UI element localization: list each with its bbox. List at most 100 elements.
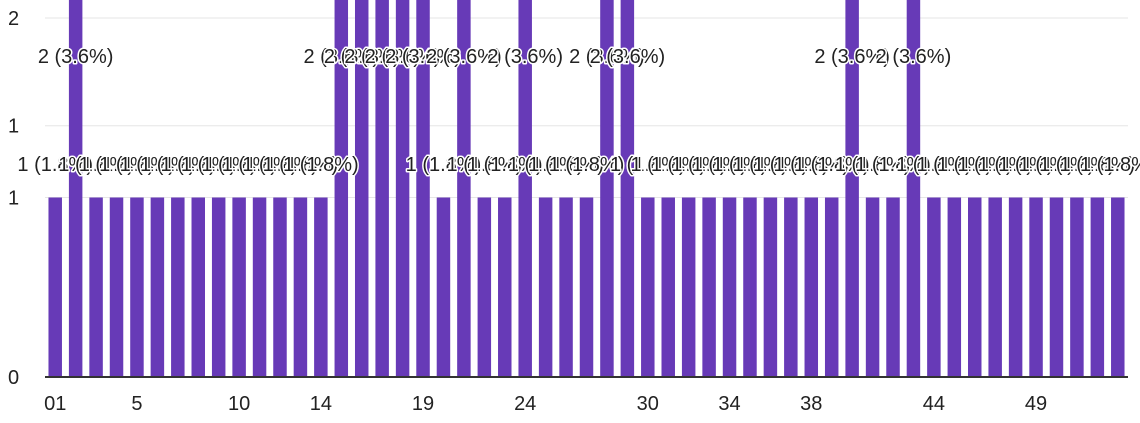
bar: [191, 197, 205, 377]
bar: [538, 197, 553, 377]
x-tick-label: 14: [310, 393, 332, 415]
bar: [436, 197, 451, 377]
bar: [171, 197, 185, 377]
data-label: 1 (1.8%): [937, 154, 1013, 176]
bar: [48, 197, 62, 377]
data-label: 1 (1.8%): [712, 154, 788, 176]
bar: [1111, 197, 1125, 377]
data-label: 2 (3.6%): [303, 46, 379, 68]
bar: [763, 197, 778, 377]
bar: [927, 197, 941, 377]
data-label: 1 (1.8%): [58, 154, 134, 176]
bar: [620, 0, 635, 377]
data-label: 1 (1.8%): [467, 154, 543, 176]
data-label: 1 (1.8%): [671, 154, 747, 176]
data-label: 1 (1.8%): [855, 154, 931, 176]
x-tick-label: 5: [131, 393, 142, 415]
data-label: 2 (3.6%): [569, 46, 645, 68]
data-label: 1 (1.8%): [610, 154, 686, 176]
y-tick-label: 1: [8, 116, 19, 138]
data-label: 2 (3.6%): [344, 46, 420, 68]
y-tick-label: 1: [8, 188, 19, 210]
bar: [211, 197, 226, 377]
bar: [559, 197, 573, 377]
data-label: 1 (1.8%): [733, 154, 809, 176]
bar: [845, 0, 859, 377]
data-label: 1 (1.8%): [835, 154, 911, 176]
bar: [109, 197, 124, 377]
y-tick-label: 0: [8, 367, 19, 389]
x-tick-label: 30: [637, 393, 659, 415]
bar: [947, 197, 962, 377]
data-label: 1 (1.8%): [753, 154, 829, 176]
bar: [293, 197, 308, 377]
bar: [722, 197, 737, 377]
data-label: 1 (1.8%): [917, 154, 993, 176]
bar: [702, 197, 716, 377]
bar: [661, 197, 675, 377]
bar: [681, 197, 696, 377]
bar: [579, 197, 594, 377]
data-label: 1 (1.8%): [528, 154, 604, 176]
data-label: 1 (1.8%): [978, 154, 1054, 176]
data-label: 1 (1.8%): [1060, 154, 1136, 176]
data-label: 1 (1.8%): [651, 154, 727, 176]
data-label: 2 (3.6%): [385, 46, 461, 68]
data-label: 2 (3.6%): [814, 46, 890, 68]
bar: [784, 197, 798, 377]
x-tick-label: 01: [44, 393, 66, 415]
bar: [1008, 197, 1023, 377]
bar: [150, 197, 165, 377]
bar: [865, 197, 880, 377]
data-label: 1 (1.8%): [201, 154, 277, 176]
data-label: 1 (1.8%): [263, 154, 339, 176]
data-label: 1 (1.8%): [692, 154, 768, 176]
x-tick-label: 38: [800, 393, 822, 415]
data-label: 2 (3.6%): [487, 46, 563, 68]
bar: [968, 197, 982, 377]
data-label: 1 (1.8%): [630, 154, 706, 176]
y-tick-label: 2: [8, 8, 19, 30]
bar: [498, 197, 512, 377]
data-label: 1 (1.8%): [242, 154, 318, 176]
bar: [314, 197, 328, 377]
data-label: 1 (1.8%): [957, 154, 1033, 176]
data-label: 1 (1.8%): [406, 154, 482, 176]
data-label: 1 (1.8%): [140, 154, 216, 176]
bar: [273, 197, 287, 377]
data-label: 1 (1.8%): [222, 154, 298, 176]
bar: [232, 197, 246, 377]
bar: [68, 0, 83, 377]
bar: [1070, 197, 1084, 377]
x-tick-label: 49: [1025, 393, 1047, 415]
data-label: 2 (3.6%): [876, 46, 952, 68]
data-label: 1 (1.8%): [998, 154, 1074, 176]
bar: [457, 0, 471, 377]
data-label: 1 (1.8%): [794, 154, 870, 176]
data-label: 1 (1.8%): [283, 154, 359, 176]
data-label: 2 (3.6%): [426, 46, 502, 68]
data-label: 1 (1.8%): [160, 154, 236, 176]
data-label: 1 (1.8%): [896, 154, 972, 176]
data-label: 1 (1.8%): [549, 154, 625, 176]
data-label: 1 (1.8%): [99, 154, 175, 176]
bar: [1029, 197, 1043, 377]
data-label: 2 (3.6%): [590, 46, 666, 68]
bar: [988, 197, 1002, 377]
bar: [375, 0, 389, 377]
bar: [477, 197, 492, 377]
data-label: 1 (1.8%): [17, 154, 93, 176]
data-label: 1 (1.8%): [773, 154, 849, 176]
bar: [1090, 197, 1105, 377]
bar: [1049, 197, 1064, 377]
bar: [824, 197, 839, 377]
data-label: 1 (1.8%): [1080, 154, 1140, 176]
x-tick-label: 10: [228, 393, 250, 415]
x-tick-label: 44: [923, 393, 945, 415]
bar: [641, 197, 655, 377]
bar: [89, 197, 103, 377]
data-label: 1 (1.8%): [447, 154, 523, 176]
bar: [600, 0, 614, 377]
